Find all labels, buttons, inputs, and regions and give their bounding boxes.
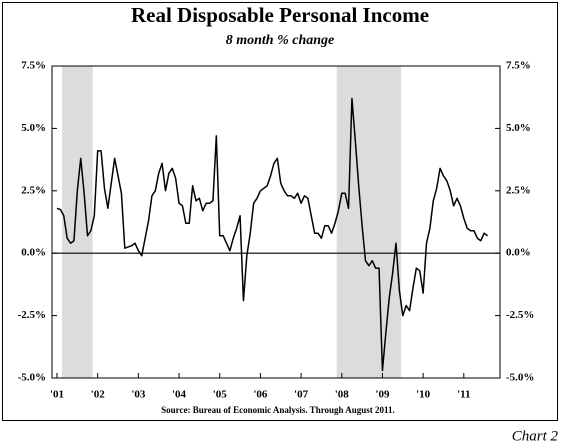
y2-tick-label: -5.0% xyxy=(506,372,534,384)
x-tick-label: '05 xyxy=(213,389,228,401)
y-tick-label: -5.0% xyxy=(18,372,46,384)
y-tick-label: 0.0% xyxy=(21,247,46,259)
recession-shade xyxy=(336,66,402,378)
y2-tick-label: 0.0% xyxy=(506,247,531,259)
y-tick-label: 5.0% xyxy=(21,122,46,134)
x-tick-label: '08 xyxy=(335,389,350,401)
x-tick-label: '11 xyxy=(457,389,470,401)
chart-subtitle: 8 month % change xyxy=(226,33,335,48)
data-line xyxy=(56,97,488,372)
chart-title: Real Disposable Personal Income xyxy=(131,3,429,27)
plot-border xyxy=(51,65,501,379)
y2-tick-label: -2.5% xyxy=(506,309,534,321)
x-tick-label: '01 xyxy=(50,389,64,401)
y2-tick-label: 5.0% xyxy=(506,122,531,134)
x-tick-label: '03 xyxy=(131,389,146,401)
x-tick-label: '09 xyxy=(375,389,390,401)
x-tick-label: '07 xyxy=(294,389,309,401)
source-note: Source: Bureau of Economic Analysis. Thr… xyxy=(161,405,395,415)
x-tick-label: '06 xyxy=(253,389,268,401)
chart-border xyxy=(2,2,558,421)
y2-tick-label: 7.5% xyxy=(506,60,531,72)
x-tick-label: '10 xyxy=(416,389,431,401)
y-tick-label: 7.5% xyxy=(21,60,46,72)
x-tick-label: '04 xyxy=(172,389,187,401)
recession-shade xyxy=(62,66,93,378)
x-tick-label: '02 xyxy=(91,389,106,401)
y2-tick-label: 2.5% xyxy=(506,184,531,196)
y-tick-label: -2.5% xyxy=(18,309,46,321)
y-tick-label: 2.5% xyxy=(21,184,46,196)
chart-label: Chart 2 xyxy=(512,428,559,444)
